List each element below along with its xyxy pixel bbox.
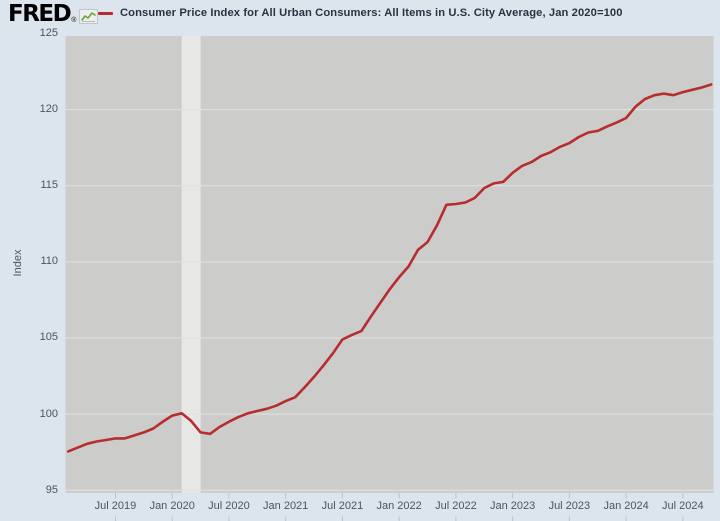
x-tick-label: Jul 2020 (208, 500, 250, 512)
fred-logo-text: FRED (8, 1, 72, 27)
chart-header: FRED ® Consumer Price Index for All Urba… (0, 0, 720, 30)
x-tick-label: Jul 2022 (435, 500, 477, 512)
recession-band (181, 36, 201, 493)
y-tick-label: 100 (39, 407, 58, 420)
x-tick-label: Jul 2021 (321, 500, 364, 512)
x-tick-label: Jan 2022 (376, 500, 422, 512)
x-tick-label: Jan 2023 (489, 500, 536, 512)
fred-logo-registered: ® (71, 17, 77, 24)
fred-logo[interactable]: FRED ® (8, 1, 99, 29)
x-tick-label: Jan 2024 (603, 500, 649, 512)
x-tick-label: Jul 2019 (94, 500, 137, 512)
chart-legend: Consumer Price Index for All Urban Consu… (98, 7, 623, 19)
cpi-line[interactable] (66, 83, 713, 453)
x-tick-label: Jul 2024 (662, 500, 704, 512)
y-tick-label: 125 (39, 27, 58, 39)
y-tick-label: 105 (39, 331, 58, 344)
series-color-dash-icon (98, 11, 113, 15)
y-tick-label: 115 (40, 179, 58, 192)
x-tick-label: Jan 2021 (263, 500, 309, 512)
y-tick-label: 110 (40, 255, 58, 268)
y-tick-label: 95 (45, 483, 58, 496)
y-tick-label: 120 (39, 103, 58, 116)
sparkline-icon (79, 9, 99, 29)
plot-area (65, 36, 714, 493)
series-title: Consumer Price Index for All Urban Consu… (120, 7, 623, 19)
x-tick-label: Jul 2023 (548, 500, 591, 512)
x-tick-label: Jan 2020 (149, 500, 195, 512)
